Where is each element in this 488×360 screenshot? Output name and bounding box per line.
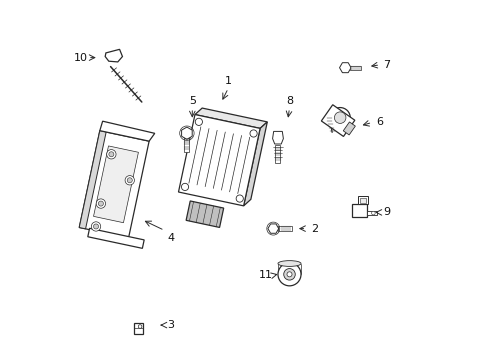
Bar [366, 211, 376, 215]
Bar [134, 323, 142, 334]
Circle shape [127, 178, 132, 183]
Bar [352, 204, 366, 217]
Ellipse shape [277, 261, 301, 266]
Bar [275, 145, 280, 163]
Bar [277, 226, 291, 231]
Circle shape [93, 224, 99, 229]
Text: 6: 6 [375, 117, 382, 127]
Polygon shape [272, 131, 283, 144]
Polygon shape [79, 131, 106, 229]
Polygon shape [178, 114, 260, 206]
Circle shape [98, 201, 103, 206]
Polygon shape [79, 131, 149, 238]
Circle shape [286, 272, 291, 277]
Polygon shape [100, 121, 154, 141]
Circle shape [138, 325, 142, 328]
Circle shape [109, 152, 114, 157]
Text: 10: 10 [74, 53, 87, 63]
Text: 8: 8 [285, 96, 292, 106]
Circle shape [106, 150, 116, 159]
Text: 7: 7 [383, 60, 389, 70]
Bar [184, 136, 189, 152]
Circle shape [236, 195, 243, 202]
Circle shape [334, 112, 345, 123]
Circle shape [125, 176, 134, 185]
Bar [349, 66, 361, 70]
Bar [359, 198, 366, 203]
Circle shape [91, 222, 101, 231]
Circle shape [283, 269, 295, 280]
Polygon shape [195, 108, 267, 129]
Circle shape [96, 199, 105, 208]
Text: 4: 4 [167, 233, 174, 243]
Circle shape [249, 130, 257, 137]
Polygon shape [243, 122, 267, 206]
Polygon shape [343, 122, 355, 135]
Circle shape [195, 118, 202, 125]
Polygon shape [88, 228, 144, 248]
Polygon shape [186, 201, 223, 228]
Text: 3: 3 [167, 320, 174, 330]
Text: 5: 5 [188, 96, 195, 106]
Circle shape [181, 183, 188, 190]
Text: 2: 2 [310, 224, 318, 234]
Text: 1: 1 [224, 76, 231, 86]
Circle shape [371, 211, 374, 215]
Text: 11: 11 [259, 270, 272, 280]
Circle shape [277, 263, 301, 286]
Polygon shape [93, 146, 138, 223]
Circle shape [329, 108, 349, 128]
Polygon shape [105, 49, 122, 62]
Polygon shape [321, 105, 354, 136]
Text: 9: 9 [383, 207, 389, 217]
Bar [357, 196, 367, 204]
